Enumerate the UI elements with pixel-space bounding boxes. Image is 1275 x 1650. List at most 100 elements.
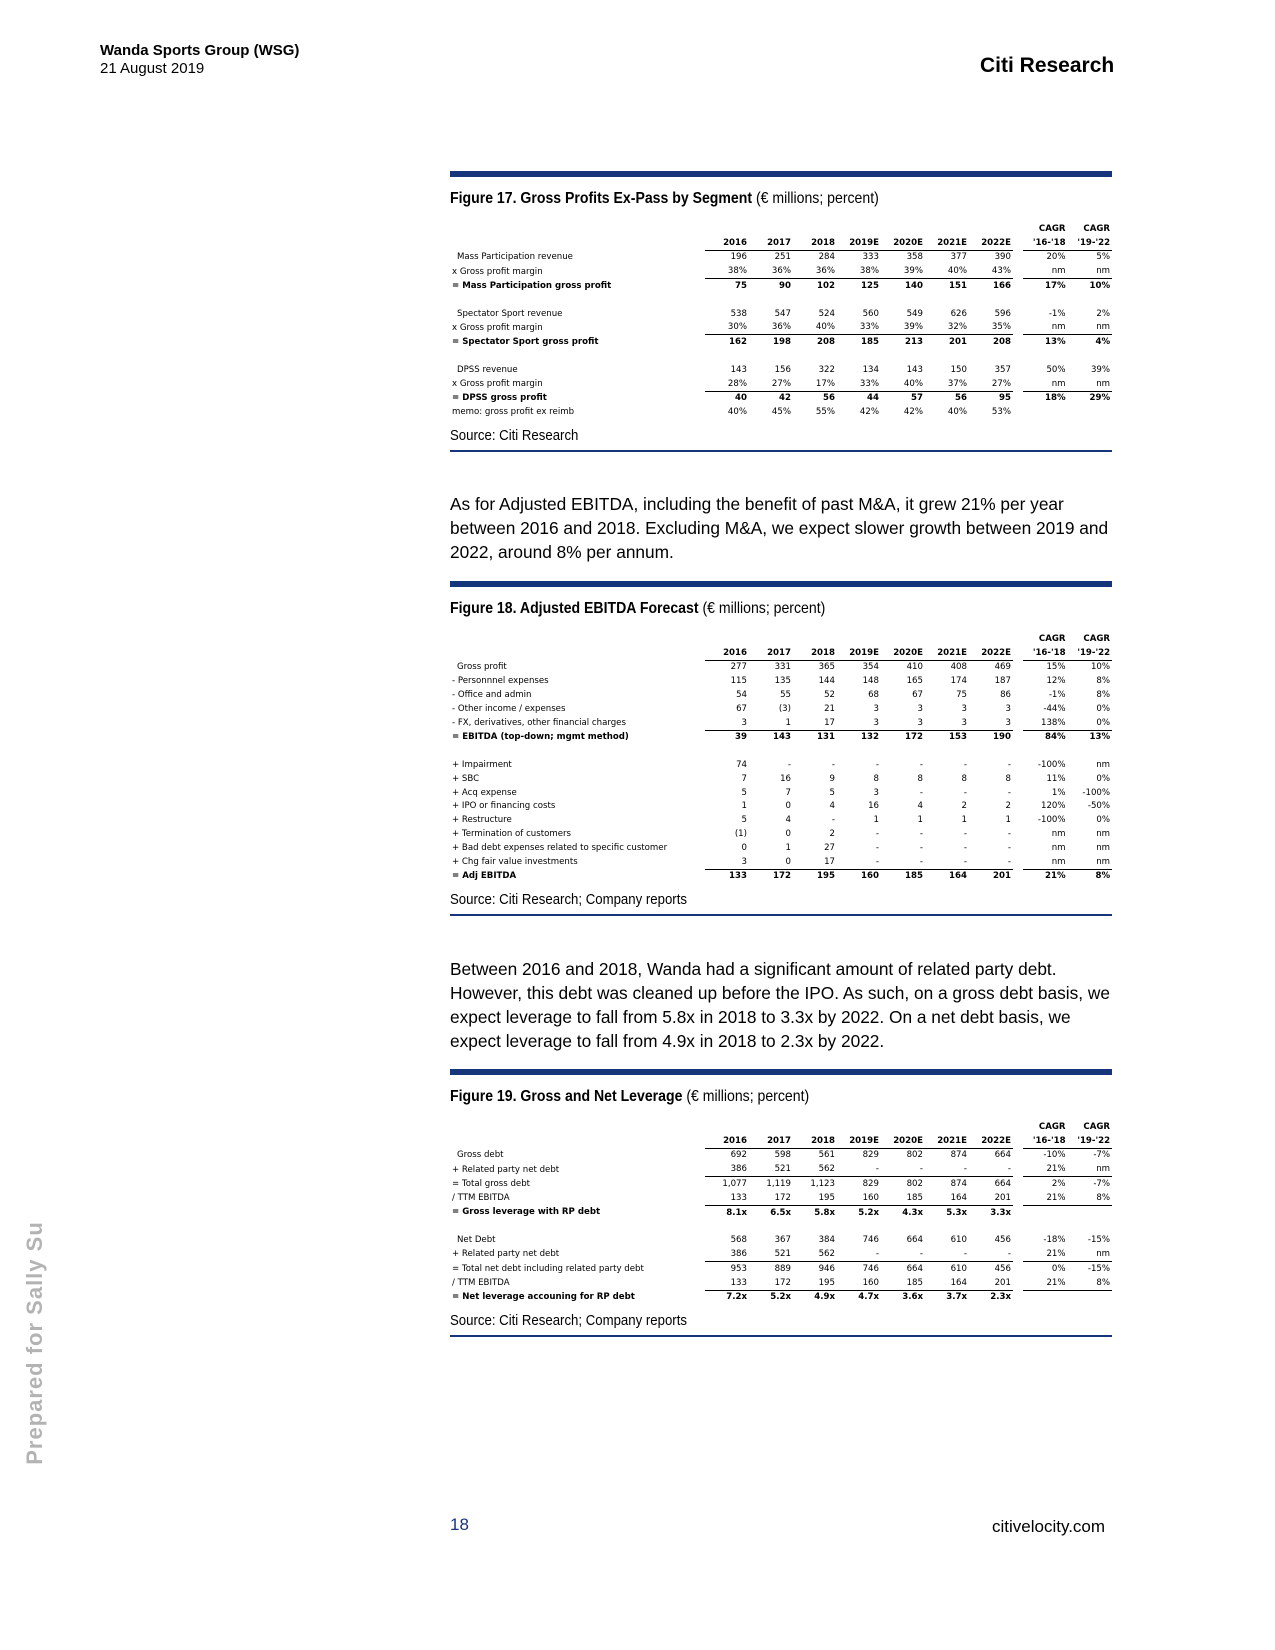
row-label: - Other income / expenses — [452, 703, 566, 714]
row-label: x Gross profit margin — [452, 322, 543, 333]
cell: 68 — [868, 690, 879, 701]
blank — [450, 293, 1112, 307]
cell: 42 — [779, 393, 791, 404]
cell: 44 — [867, 393, 879, 404]
cell: 40% — [793, 320, 837, 336]
cell: 185 — [905, 871, 923, 882]
cell: 358 — [906, 252, 923, 263]
cell: 213 — [905, 337, 923, 348]
column-head: 2022E — [969, 235, 1013, 251]
cell: 0 — [785, 801, 791, 812]
cell: -1% — [1048, 308, 1066, 319]
table-row: = DPSS gross profit 40 42 56 44 57 56 95 18% 29% — [450, 391, 1112, 405]
cell: 39% — [881, 264, 925, 280]
cell: - — [1007, 829, 1011, 840]
cell: 185 — [881, 1190, 925, 1206]
row-label: = Total gross debt — [452, 1178, 531, 1189]
cell: 195 — [817, 871, 835, 882]
cell: - — [881, 1162, 925, 1178]
cell: 4 — [785, 815, 791, 826]
cell: - — [837, 854, 881, 870]
cell: 5.2x — [858, 1207, 879, 1218]
cell: 201 — [993, 871, 1011, 882]
cell: 36% — [749, 264, 793, 280]
figure-title: Figure 17. Gross Profits Ex-Pass by Segm… — [450, 190, 1033, 208]
column-head: 2021E — [925, 1133, 969, 1149]
column-head: '19-'22 — [1067, 645, 1113, 661]
row-label: = Spectator Sport gross profit — [452, 337, 599, 348]
cell: 13% — [1089, 732, 1111, 743]
cell: 331 — [774, 662, 791, 673]
cell: 0% — [1096, 703, 1111, 714]
cell: 802 — [906, 1179, 923, 1190]
cell: 172 — [905, 732, 923, 743]
cell: 562 — [793, 1247, 837, 1262]
cell: 8% — [1096, 676, 1111, 687]
cell: 172 — [773, 871, 791, 882]
title-rest: (€ millions; percent) — [702, 600, 826, 617]
cell: 56 — [955, 393, 967, 404]
column-head: 2016 — [705, 235, 749, 251]
cell: nm — [1067, 854, 1113, 870]
cell: 664 — [994, 1150, 1011, 1161]
cell: 953 — [730, 1263, 747, 1274]
cell: 208 — [817, 337, 835, 348]
cell: 50% — [1046, 364, 1066, 375]
blank — [450, 236, 705, 250]
cell: 33% — [837, 376, 881, 392]
cell: 21 — [824, 703, 835, 714]
cell: 185 — [861, 337, 879, 348]
cell: 284 — [818, 252, 835, 263]
cell: 456 — [994, 1235, 1011, 1246]
cell: 16 — [780, 773, 791, 784]
table-row: - Personnnel expenses 115 135 144 148 165 174 1… — [450, 674, 1112, 688]
cell: 3 — [925, 715, 969, 731]
row-label: + SBC — [452, 773, 480, 784]
cell: 172 — [749, 1190, 793, 1206]
spacer — [1013, 674, 1023, 688]
cell: 367 — [774, 1235, 791, 1246]
cell: 28% — [705, 376, 749, 392]
row-label: / TTM EBITDA — [452, 1193, 510, 1204]
spacer — [1013, 786, 1023, 800]
cagr-head: CAGR — [1083, 1121, 1111, 1132]
top-rule — [450, 581, 1112, 587]
cell: 160 — [837, 1275, 881, 1291]
cell: 40% — [925, 264, 969, 280]
table-row: - Other income / expenses 67 (3) 21 3 3 3 3 -44%… — [450, 702, 1112, 716]
cell: 562 — [793, 1162, 837, 1178]
cell: - — [1007, 760, 1011, 771]
spacer — [1013, 1177, 1023, 1191]
cell: 5 — [741, 787, 747, 798]
cell: 874 — [950, 1150, 967, 1161]
column-head: 2019E — [837, 1133, 881, 1149]
cell: 195 — [793, 1190, 837, 1206]
gap — [450, 293, 1112, 307]
spacer — [1013, 841, 1023, 855]
cell: 3 — [917, 703, 923, 714]
cell: - — [925, 1162, 969, 1178]
cell: 67 — [912, 690, 923, 701]
column-head: 2020E — [881, 235, 925, 251]
cell: 456 — [994, 1263, 1011, 1274]
row-label: - Personnnel expenses — [452, 676, 549, 687]
row-label: = Gross leverage with RP debt — [452, 1207, 601, 1218]
cell: 521 — [749, 1247, 793, 1262]
cell: 874 — [950, 1179, 967, 1190]
company: Wanda Sports Group (WSG) — [100, 42, 300, 59]
column-head: 2018 — [793, 235, 837, 251]
cell: 29% — [1089, 393, 1111, 404]
spacer — [1013, 660, 1023, 674]
cell: 40 — [735, 393, 747, 404]
cell: 0% — [1067, 715, 1113, 731]
cell: 132 — [861, 732, 879, 743]
data-table: CAGR CAGR 2016 2017 2018 2019E 2020E 2021E 2022E… — [450, 1120, 1113, 1304]
cell: 115 — [730, 676, 747, 687]
spacer — [1013, 800, 1023, 814]
cell: 2 — [829, 829, 835, 840]
cell: 8 — [873, 773, 879, 784]
cell: -18% — [1043, 1235, 1066, 1246]
row-label: memo: gross profit ex reimb — [452, 407, 575, 418]
table-row: - Office and admin 54 55 52 68 67 75 86 -1% 8% — [450, 688, 1112, 702]
